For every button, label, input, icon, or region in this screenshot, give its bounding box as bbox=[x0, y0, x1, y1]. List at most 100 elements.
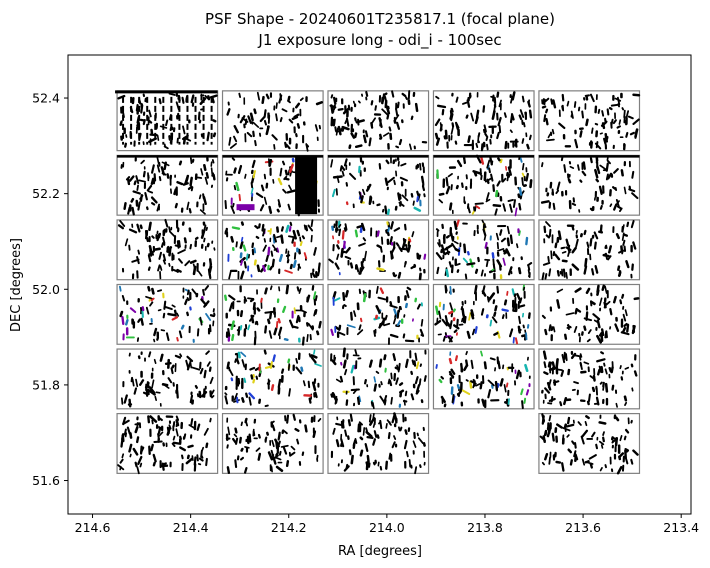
psf-whisker bbox=[368, 195, 372, 205]
psf-whisker bbox=[136, 184, 139, 191]
psf-whisker bbox=[168, 226, 171, 232]
psf-whisker bbox=[384, 177, 389, 186]
psf-whisker bbox=[342, 347, 346, 358]
psf-whisker bbox=[385, 159, 390, 165]
psf-whisker bbox=[331, 359, 337, 366]
psf-whisker bbox=[404, 390, 408, 397]
psf-whisker bbox=[240, 456, 245, 461]
psf-whisker bbox=[561, 250, 567, 254]
psf-whisker bbox=[336, 253, 340, 260]
psf-whisker bbox=[591, 386, 596, 393]
psf-whisker bbox=[175, 419, 180, 427]
psf-whisker bbox=[342, 240, 346, 250]
psf-whisker bbox=[314, 391, 318, 399]
psf-whisker bbox=[186, 355, 194, 362]
psf-whisker bbox=[541, 272, 545, 281]
psf-whisker bbox=[405, 290, 410, 299]
psf-whisker bbox=[604, 382, 609, 393]
psf-whisker bbox=[246, 131, 253, 138]
psf-whisker bbox=[188, 207, 192, 214]
psf-whisker bbox=[314, 308, 318, 315]
psf-whisker bbox=[556, 368, 563, 372]
psf-whisker bbox=[171, 316, 179, 321]
psf-whisker bbox=[616, 466, 623, 475]
psf-whisker bbox=[275, 451, 280, 457]
psf-whisker bbox=[609, 307, 613, 316]
psf-whisker bbox=[315, 101, 324, 106]
ota-outline bbox=[538, 219, 641, 281]
psf-whisker bbox=[438, 310, 442, 320]
psf-whisker bbox=[379, 246, 383, 253]
psf-whisker bbox=[186, 297, 190, 302]
psf-whisker bbox=[495, 232, 500, 241]
psf-whisker bbox=[360, 222, 366, 232]
psf-whisker bbox=[167, 312, 177, 317]
psf-whisker bbox=[548, 268, 552, 277]
psf-whisker bbox=[539, 435, 546, 442]
psf-whisker bbox=[233, 392, 238, 401]
psf-whisker bbox=[297, 248, 301, 255]
psf-whisker bbox=[148, 221, 152, 232]
psf-whisker bbox=[546, 138, 555, 142]
psf-whisker bbox=[625, 260, 630, 269]
psf-whisker bbox=[288, 319, 294, 329]
psf-whisker bbox=[265, 254, 269, 263]
psf-whisker bbox=[165, 119, 169, 127]
psf-whisker bbox=[573, 381, 579, 385]
psf-whisker bbox=[470, 380, 477, 385]
psf-whisker bbox=[343, 158, 348, 167]
psf-whisker bbox=[330, 94, 334, 99]
psf-whisker bbox=[310, 356, 317, 364]
psf-whisker bbox=[584, 461, 594, 465]
psf-whisker bbox=[618, 207, 623, 213]
psf-whisker bbox=[129, 453, 132, 458]
psf-whisker bbox=[401, 92, 407, 98]
psf-whisker bbox=[156, 155, 160, 165]
ota-outline bbox=[116, 219, 219, 281]
psf-whisker bbox=[196, 328, 200, 337]
psf-whisker bbox=[162, 236, 166, 244]
psf-whisker bbox=[589, 93, 595, 103]
psf-whisker bbox=[364, 442, 369, 452]
psf-whisker bbox=[334, 395, 338, 405]
psf-whisker bbox=[482, 228, 487, 237]
psf-whisker bbox=[449, 373, 455, 378]
psf-whisker bbox=[186, 361, 192, 371]
psf-whisker bbox=[358, 324, 362, 331]
psf-whisker bbox=[395, 109, 399, 117]
psf-whisker bbox=[277, 318, 281, 324]
psf-whisker bbox=[249, 112, 254, 122]
psf-whisker bbox=[608, 106, 613, 111]
psf-whisker bbox=[491, 110, 496, 120]
psf-whisker bbox=[125, 318, 129, 326]
psf-whisker bbox=[346, 324, 356, 329]
psf-whisker bbox=[388, 421, 392, 426]
psf-whisker bbox=[613, 203, 618, 211]
psf-whisker bbox=[288, 226, 292, 232]
psf-whisker bbox=[466, 99, 471, 108]
psf-whisker bbox=[257, 433, 261, 439]
psf-whisker bbox=[128, 175, 135, 182]
psf-whisker bbox=[466, 262, 476, 266]
psf-whisker bbox=[123, 202, 127, 210]
psf-whisker bbox=[493, 332, 499, 336]
psf-whisker bbox=[544, 452, 549, 461]
psf-whisker bbox=[415, 361, 420, 370]
psf-whisker bbox=[305, 322, 309, 327]
psf-whisker bbox=[438, 238, 441, 247]
psf-whisker bbox=[300, 366, 304, 372]
psf-whisker bbox=[461, 389, 471, 396]
psf-whisker bbox=[269, 228, 272, 235]
psf-whisker bbox=[152, 461, 156, 467]
psf-whisker bbox=[233, 167, 237, 174]
psf-whisker bbox=[120, 397, 124, 405]
psf-whisker bbox=[150, 443, 154, 452]
psf-whisker bbox=[241, 397, 245, 403]
psf-whisker bbox=[618, 452, 625, 459]
psf-whisker bbox=[337, 107, 344, 111]
psf-whisker bbox=[314, 124, 319, 132]
psf-whisker bbox=[137, 318, 141, 323]
psf-whisker bbox=[161, 161, 170, 167]
psf-whisker bbox=[414, 376, 419, 385]
psf-whisker bbox=[387, 176, 395, 184]
